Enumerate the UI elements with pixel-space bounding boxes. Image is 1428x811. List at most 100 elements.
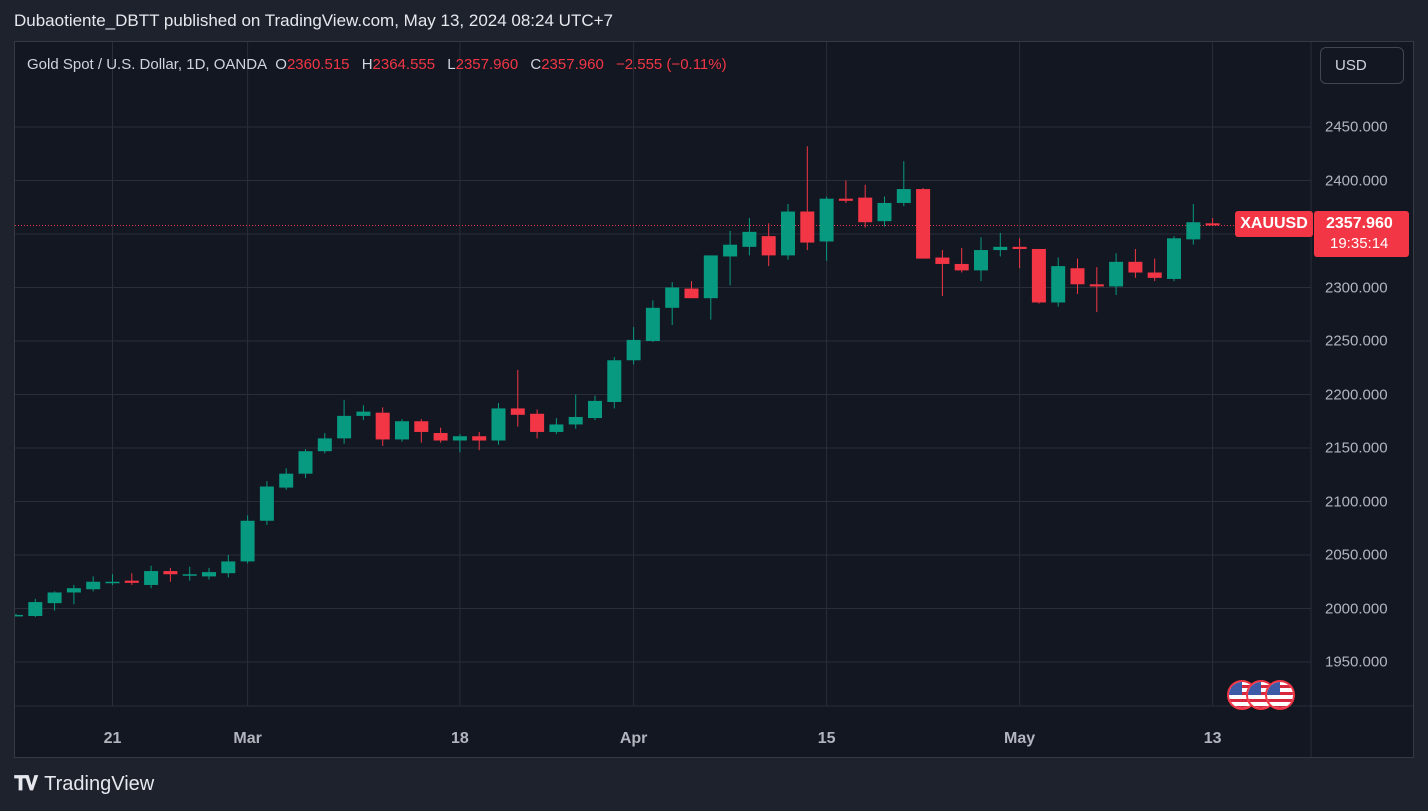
candle-body xyxy=(684,288,699,299)
candle-down[interactable] xyxy=(838,180,853,203)
candle-up[interactable] xyxy=(665,282,680,325)
candle-body xyxy=(742,231,757,247)
events-markers[interactable] xyxy=(1227,680,1299,714)
candle-up[interactable] xyxy=(723,230,738,286)
candle-down[interactable] xyxy=(858,184,873,228)
candle-body xyxy=(510,408,525,415)
legend-close-value: 2357.960 xyxy=(541,56,604,73)
candle-body xyxy=(1089,284,1104,287)
candle-up[interactable] xyxy=(1051,257,1066,307)
publisher-caption: Dubaotiente_DBTT published on TradingVie… xyxy=(14,11,613,30)
candle-up[interactable] xyxy=(819,196,834,261)
candle-up[interactable] xyxy=(337,399,352,444)
candle-up[interactable] xyxy=(568,394,583,429)
candle-body xyxy=(645,307,660,341)
price-tick-label: 2150.000 xyxy=(1325,439,1388,457)
us-flag-icon[interactable] xyxy=(1265,680,1295,710)
candle-up[interactable] xyxy=(144,565,159,589)
candle-up[interactable] xyxy=(202,567,216,580)
candle-down[interactable] xyxy=(761,223,776,267)
candle-down[interactable] xyxy=(935,250,950,297)
price-tick-label: 2450.000 xyxy=(1325,118,1388,136)
candle-up[interactable] xyxy=(1167,236,1181,282)
legend-close-label: C xyxy=(530,56,542,73)
price-tick-label: 2400.000 xyxy=(1325,172,1388,189)
candle-down[interactable] xyxy=(1031,248,1046,304)
candle-up[interactable] xyxy=(356,405,371,421)
candle-up[interactable] xyxy=(549,418,564,435)
candle-down[interactable] xyxy=(954,247,969,273)
candle-body xyxy=(15,614,23,617)
candle-up[interactable] xyxy=(452,434,467,453)
candle-down[interactable] xyxy=(1070,258,1085,294)
candle-up[interactable] xyxy=(395,419,409,442)
candle-down[interactable] xyxy=(1089,267,1104,313)
candle-down[interactable] xyxy=(1128,248,1143,278)
candle-up[interactable] xyxy=(1109,253,1124,295)
candle-down[interactable] xyxy=(163,567,178,582)
candle-body xyxy=(259,486,274,521)
candle-up[interactable] xyxy=(317,433,332,454)
bar-countdown: 19:35:14 xyxy=(1330,235,1389,252)
candle-up[interactable] xyxy=(221,555,236,578)
candle-up[interactable] xyxy=(877,196,892,227)
candle-down[interactable] xyxy=(916,187,931,259)
candle-down[interactable] xyxy=(1012,238,1027,269)
candle-body xyxy=(916,189,931,259)
last-price-value: 2357.960 xyxy=(1326,215,1393,232)
candle-up[interactable] xyxy=(28,598,43,618)
candle-body xyxy=(665,287,680,308)
candle-up[interactable] xyxy=(626,327,641,365)
candlestick-chart[interactable] xyxy=(15,42,1414,758)
currency-button[interactable]: USD xyxy=(1320,47,1404,84)
candle-down[interactable] xyxy=(684,281,699,299)
candle-up[interactable] xyxy=(47,591,62,611)
candle-body xyxy=(182,574,197,576)
candle-up[interactable] xyxy=(607,357,622,409)
candle-up[interactable] xyxy=(491,403,506,445)
candle-body xyxy=(877,202,892,222)
time-tick-label: Apr xyxy=(619,730,648,747)
candle-down[interactable] xyxy=(124,573,139,585)
candle-up[interactable] xyxy=(105,574,120,585)
candle-down[interactable] xyxy=(1147,258,1162,282)
candle-up[interactable] xyxy=(588,395,602,421)
candle-body xyxy=(28,602,43,616)
candle-up[interactable] xyxy=(66,584,81,605)
candle-down[interactable] xyxy=(530,409,545,439)
candle-body xyxy=(317,438,332,452)
candle-up[interactable] xyxy=(896,161,911,207)
time-tick-label: 21 xyxy=(103,730,122,747)
candle-up[interactable] xyxy=(279,468,294,490)
candle-up[interactable] xyxy=(974,237,988,282)
candle-up[interactable] xyxy=(645,300,660,343)
legend-high-value: 2364.555 xyxy=(372,56,436,73)
candle-body xyxy=(47,592,62,604)
candle-down[interactable] xyxy=(414,419,429,443)
candle-up[interactable] xyxy=(240,515,255,564)
candle-body xyxy=(452,436,467,441)
candle-up[interactable] xyxy=(182,566,197,581)
candle-up[interactable] xyxy=(298,449,313,478)
candle-body xyxy=(800,211,815,243)
candle-body xyxy=(723,244,738,257)
candle-down[interactable] xyxy=(433,427,448,443)
candle-up[interactable] xyxy=(742,217,757,256)
candle-up[interactable] xyxy=(1186,204,1201,245)
candle-up[interactable] xyxy=(15,613,23,617)
candle-body xyxy=(202,572,216,577)
candle-down[interactable] xyxy=(800,146,815,251)
candle-down[interactable] xyxy=(375,407,390,446)
candle-up[interactable] xyxy=(781,204,795,260)
candle-up[interactable] xyxy=(993,232,1008,257)
candle-body xyxy=(1109,261,1124,287)
chart-pane[interactable]: Gold Spot / U.S. Dollar, 1D, OANDA O2360… xyxy=(14,41,1414,758)
candle-down[interactable] xyxy=(472,431,487,451)
candle-up[interactable] xyxy=(259,481,274,526)
candle-up[interactable] xyxy=(703,255,718,320)
candle-down[interactable] xyxy=(1205,217,1220,226)
candle-down[interactable] xyxy=(510,369,525,427)
candle-up[interactable] xyxy=(86,576,101,592)
candle-body xyxy=(395,421,409,440)
legend-low-value: 2357.960 xyxy=(455,56,519,73)
